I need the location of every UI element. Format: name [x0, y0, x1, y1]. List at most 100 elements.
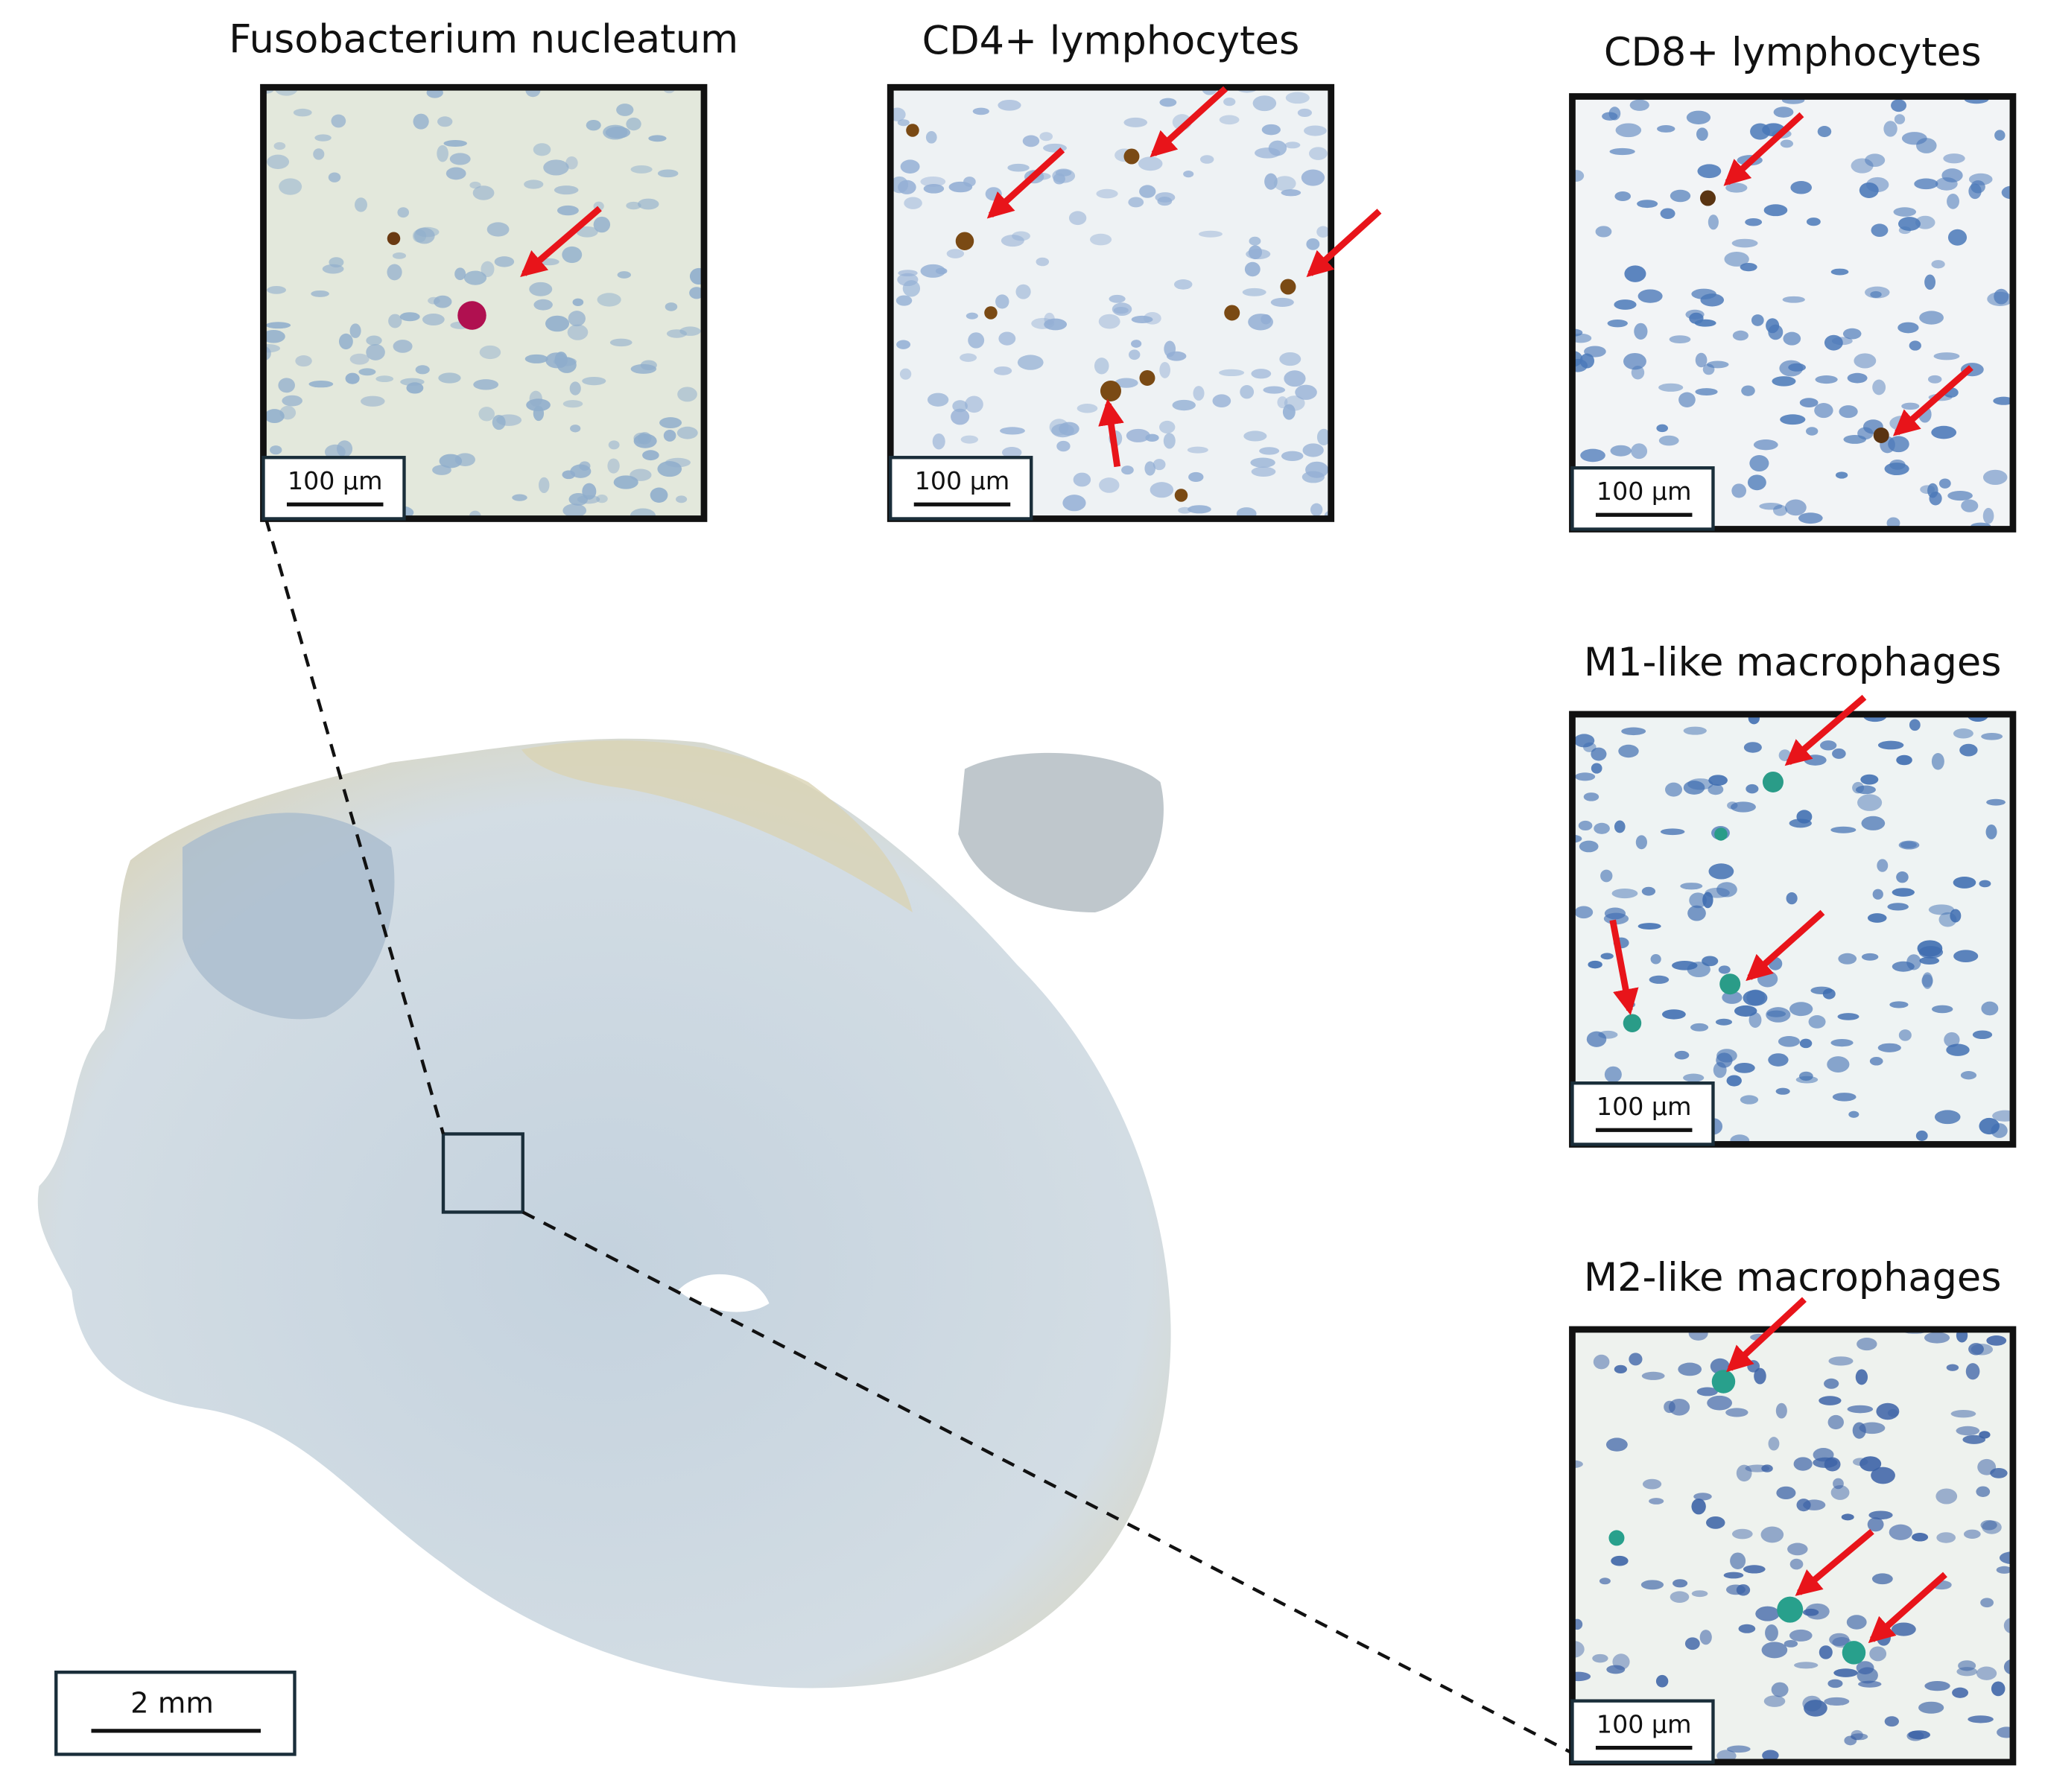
- stained-cell: [387, 232, 401, 245]
- nucleus: [1828, 1356, 1854, 1366]
- nucleus: [264, 409, 285, 424]
- nucleus: [1901, 132, 1927, 145]
- nucleus: [1285, 92, 1310, 104]
- nucleus: [568, 492, 589, 506]
- nucleus: [1842, 328, 1862, 340]
- nucleus: [1219, 115, 1240, 125]
- nucleus: [1658, 383, 1684, 392]
- nucleus: [1687, 905, 1706, 921]
- nucleus: [1981, 732, 2003, 740]
- nucleus: [1583, 792, 1599, 801]
- nucleus: [533, 143, 551, 156]
- micrograph-background: [1572, 714, 2013, 1145]
- stained-cell: [1139, 369, 1155, 386]
- nucleus: [1660, 208, 1675, 219]
- nucleus: [399, 312, 420, 322]
- nucleus: [1750, 123, 1770, 140]
- nucleus: [1656, 424, 1669, 433]
- nucleus: [1982, 469, 2008, 485]
- nucleus: [665, 302, 678, 311]
- nucleus: [1591, 747, 1607, 761]
- nucleus: [1159, 361, 1170, 378]
- nucleus: [1814, 403, 1833, 419]
- nucleus: [524, 354, 548, 363]
- nucleus: [1804, 754, 1827, 766]
- nucleus: [1872, 889, 1883, 900]
- nucleus: [1947, 194, 1959, 209]
- nucleus: [1830, 268, 1849, 276]
- nucleus: [1740, 262, 1757, 272]
- nucleus: [1279, 352, 1301, 366]
- nucleus: [1637, 923, 1661, 930]
- capsule: [521, 740, 913, 912]
- nucleus: [337, 440, 353, 457]
- nucleus: [1871, 223, 1889, 237]
- nucleus: [638, 198, 659, 210]
- nucleus: [1806, 427, 1819, 436]
- nucleus: [1604, 1066, 1622, 1083]
- nucleus: [1618, 744, 1639, 758]
- nucleus: [1588, 960, 1602, 969]
- nucleus: [1725, 1584, 1746, 1595]
- nucleus: [270, 445, 282, 455]
- nucleus: [1696, 1387, 1718, 1397]
- nucleus: [1786, 892, 1798, 905]
- nucleus: [1694, 319, 1716, 327]
- nucleus: [1827, 1056, 1850, 1073]
- nucleus: [1799, 1038, 1813, 1049]
- nucleus: [993, 366, 1012, 375]
- nucleus: [1894, 114, 1906, 124]
- nucleus: [413, 113, 429, 130]
- nucleus: [1661, 1009, 1686, 1020]
- nucleus: [1963, 1529, 1981, 1539]
- scale-bar-label: 100 µm: [915, 466, 1010, 495]
- scale-bar-box: [1570, 1081, 1715, 1146]
- nucleus: [1316, 428, 1331, 445]
- nucleus: [1896, 754, 1912, 766]
- nucleus: [1856, 1661, 1874, 1675]
- nucleus: [1611, 888, 1638, 899]
- nucleus: [263, 343, 281, 353]
- nucleus: [1976, 1666, 1997, 1680]
- nucleus: [1261, 124, 1281, 136]
- nucleus: [267, 286, 286, 294]
- nucleus: [1776, 1486, 1796, 1500]
- nucleus: [1129, 349, 1141, 360]
- nucleus: [1933, 352, 1960, 360]
- nucleus: [1886, 517, 1900, 529]
- scale-bar-label: 100 µm: [1597, 1709, 1692, 1738]
- nucleus: [1847, 1405, 1874, 1414]
- micrograph-panel: M2-like macrophages 100 µm: [1569, 1255, 2017, 1766]
- nucleus: [1901, 402, 1920, 410]
- nucleus: [1919, 956, 1940, 965]
- nucleus: [1594, 822, 1610, 834]
- nucleus: [1915, 215, 1935, 229]
- nucleus: [1036, 257, 1050, 267]
- nucleus: [446, 167, 466, 180]
- nucleus: [593, 216, 611, 233]
- nucleus: [1094, 358, 1109, 375]
- nucleus: [263, 330, 285, 343]
- nucleus: [349, 323, 361, 338]
- stained-cell: [1873, 427, 1889, 443]
- nucleus: [596, 495, 608, 503]
- nucleus: [1889, 459, 1906, 470]
- nucleus: [1574, 772, 1596, 781]
- nucleus: [1001, 447, 1022, 458]
- nucleus: [1284, 142, 1301, 149]
- nucleus: [1819, 1645, 1833, 1659]
- nucleus: [1832, 748, 1846, 759]
- nucleus: [1859, 1456, 1882, 1472]
- nucleus: [1251, 369, 1272, 379]
- nucleus: [1248, 245, 1263, 260]
- nucleus: [665, 457, 691, 468]
- stained-cell: [1714, 827, 1728, 841]
- nucleus: [630, 468, 652, 481]
- nucleus: [1759, 502, 1783, 510]
- nucleus: [1732, 330, 1748, 341]
- nucleus: [1655, 1674, 1669, 1688]
- nucleus: [1782, 296, 1805, 303]
- nucleus: [1893, 207, 1917, 217]
- nucleus: [1579, 840, 1599, 853]
- nucleus: [388, 314, 402, 328]
